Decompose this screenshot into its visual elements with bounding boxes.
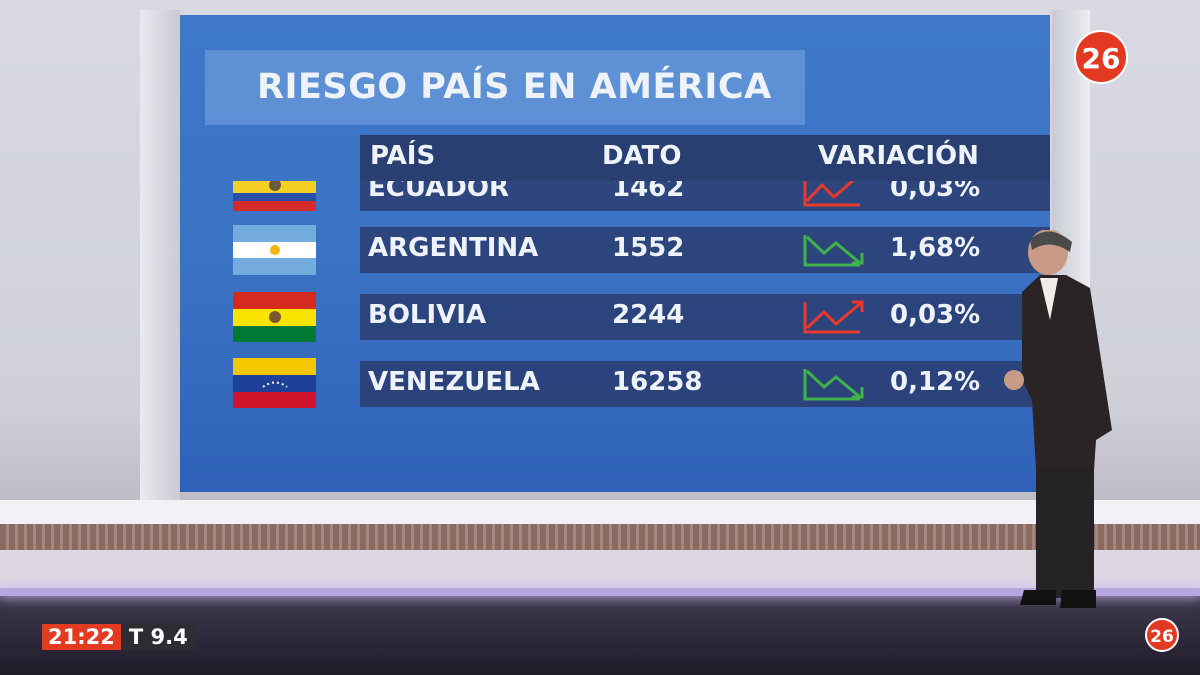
variation-value: 0,03% [890,300,981,330]
table-header: PAÍS DATO VARIACIÓN [360,135,1050,181]
header-variation: VARIACIÓN [818,141,979,171]
risk-value: 1462 [612,181,685,203]
country-name: VENEZUELA [368,367,540,397]
variation-value: 0,03% [890,181,981,203]
trend-down-icon [803,235,864,267]
trend-down-icon [803,369,864,401]
header-value: DATO [602,141,682,171]
clock-time: 21:22 [42,624,121,650]
scrolling-row-clip: ECUADOR 1462 0,03% [180,181,1050,211]
studio-floor-band [0,500,1200,524]
channel-logo-bug: 26 [1145,618,1179,652]
studio-stage [0,550,1200,590]
temperature: T 9.4 [120,624,196,650]
stage-light-strip [0,588,1200,596]
risk-value: 2244 [612,300,685,330]
trend-up-icon [803,181,860,207]
risk-value: 16258 [612,367,703,397]
variation-value: 0,12% [890,367,981,397]
flag-bolivia-icon [233,292,316,342]
flag-ecuador-icon [233,181,316,209]
country-name: BOLIVIA [368,300,487,330]
table-row-bolivia: BOLIVIA 2244 0,03% [360,294,1050,340]
studio-floor-wood [0,524,1200,550]
table-row-venezuela: VENEZUELA 16258 0,12% [360,361,1050,407]
flag-venezuela-icon [233,358,316,408]
video-wall: RIESGO PAÍS EN AMÉRICA ECUADOR 1462 0,03… [180,15,1050,492]
channel-logo: 26 [1074,30,1128,84]
studio-pillar-left [140,10,180,500]
country-name: ARGENTINA [368,233,539,263]
risk-value: 1552 [612,233,685,263]
country-name: ECUADOR [368,181,509,203]
table-row-argentina: ARGENTINA 1552 1,68% [360,227,1050,273]
table-row-ecuador: ECUADOR 1462 0,03% [233,181,1050,211]
time-temperature-ticker: 21:22 T 9.4 [42,624,196,650]
presenter-figure [1004,230,1112,608]
header-country: PAÍS [370,141,436,171]
trend-up-icon [803,300,864,334]
variation-value: 1,68% [890,233,981,263]
flag-argentina-icon [233,225,316,275]
graphic-title: RIESGO PAÍS EN AMÉRICA [205,50,805,125]
